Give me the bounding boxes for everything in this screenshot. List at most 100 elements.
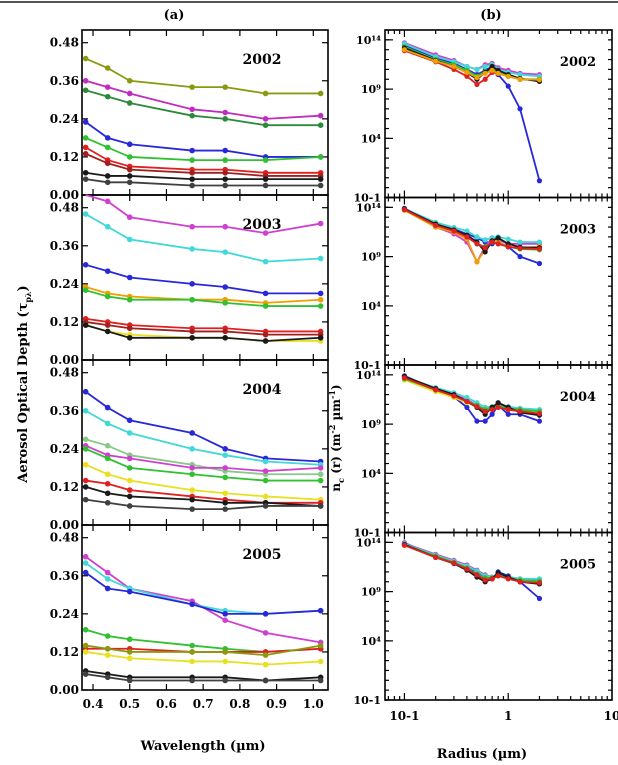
data-point (505, 244, 511, 250)
data-point (104, 442, 111, 449)
data-point (189, 601, 195, 608)
data-point (495, 241, 501, 247)
data-point (189, 296, 195, 303)
series-line (404, 44, 541, 181)
y-tick-label: 0.00 (50, 188, 79, 202)
data-point (317, 122, 324, 128)
data-point (262, 176, 269, 182)
y-tick-label: 0.24 (50, 442, 79, 456)
series-line (85, 89, 321, 127)
data-point (82, 77, 89, 84)
series-line (85, 57, 321, 95)
data-point (505, 411, 511, 417)
data-point (401, 375, 408, 381)
data-point (222, 474, 228, 481)
series-line (85, 121, 321, 158)
data-point (262, 661, 269, 668)
data-point (189, 506, 195, 512)
data-point (126, 236, 133, 243)
data-point (262, 338, 269, 344)
y-tick-label: 0.12 (50, 480, 79, 494)
data-point (482, 245, 488, 251)
data-point (126, 154, 133, 160)
data-point (189, 281, 195, 287)
data-point (262, 182, 269, 189)
data-point (517, 106, 523, 112)
data-point (189, 84, 195, 90)
data-point (82, 119, 89, 125)
data-point (474, 403, 480, 410)
series-line (85, 448, 321, 482)
series-line (85, 444, 321, 472)
data-point (104, 499, 111, 506)
data-point (262, 122, 269, 128)
series-line (85, 556, 321, 644)
data-point (82, 176, 89, 182)
data-point (126, 90, 133, 97)
y-tick-label: 10⁹ (361, 251, 381, 264)
data-point (489, 576, 495, 582)
x-tick-label: 10-1 (389, 709, 419, 723)
data-point (126, 141, 133, 148)
data-point (104, 223, 111, 230)
data-point (317, 154, 324, 160)
data-point (222, 490, 228, 497)
data-point (82, 560, 89, 566)
data-point (126, 487, 133, 493)
data-point (451, 63, 457, 70)
y-tick-label: 0.12 (50, 150, 79, 164)
data-point (126, 417, 133, 424)
data-point (126, 179, 133, 186)
data-point (189, 147, 195, 154)
data-point (489, 67, 495, 73)
data-point (505, 73, 511, 79)
data-point (189, 176, 195, 182)
data-point (82, 436, 89, 443)
data-point (464, 394, 470, 401)
data-point (126, 455, 133, 462)
year-label: 2003 (560, 223, 596, 238)
data-point (482, 76, 488, 82)
y-tick-label: 0.36 (50, 239, 79, 253)
y-tick-label: 10⁴ (361, 300, 381, 313)
data-point (222, 446, 228, 452)
data-point (495, 70, 501, 76)
panel-a-plot: 0.00 0.12 0.24 0.36 0.48 2002 0.00 0.12 0.24 0.36… (50, 29, 329, 711)
data-point (536, 260, 543, 267)
series-line (85, 562, 321, 615)
data-point (82, 150, 89, 157)
data-point (433, 387, 439, 393)
series-line (85, 571, 321, 615)
data-point (126, 274, 133, 281)
data-point (464, 404, 470, 410)
data-point (126, 77, 133, 84)
data-point (474, 66, 480, 73)
x-tick-label: 10 (604, 709, 618, 723)
data-point (222, 649, 228, 655)
data-point (222, 223, 228, 230)
data-point (82, 642, 89, 649)
data-point (82, 671, 89, 677)
y-tick-label: 10⁴ (361, 467, 381, 480)
data-point (262, 493, 269, 500)
y-tick-label: 0.24 (50, 277, 79, 291)
data-point (104, 179, 111, 186)
data-point (517, 254, 523, 260)
x-tick-label: 0.8 (229, 697, 250, 711)
y-tick-label: 0.12 (50, 645, 79, 659)
data-point (82, 287, 89, 293)
year-label: 2004 (243, 382, 282, 398)
data-point (317, 471, 324, 478)
data-point (536, 77, 543, 83)
data-point (474, 81, 480, 88)
data-point (536, 580, 543, 586)
series-line (85, 263, 321, 295)
data-point (451, 560, 457, 566)
data-point (189, 182, 195, 189)
data-point (126, 430, 133, 436)
data-point (104, 420, 111, 427)
data-point (104, 268, 111, 274)
data-point (189, 106, 195, 113)
data-point (262, 258, 269, 265)
y-tick-label: 0.36 (50, 404, 79, 418)
